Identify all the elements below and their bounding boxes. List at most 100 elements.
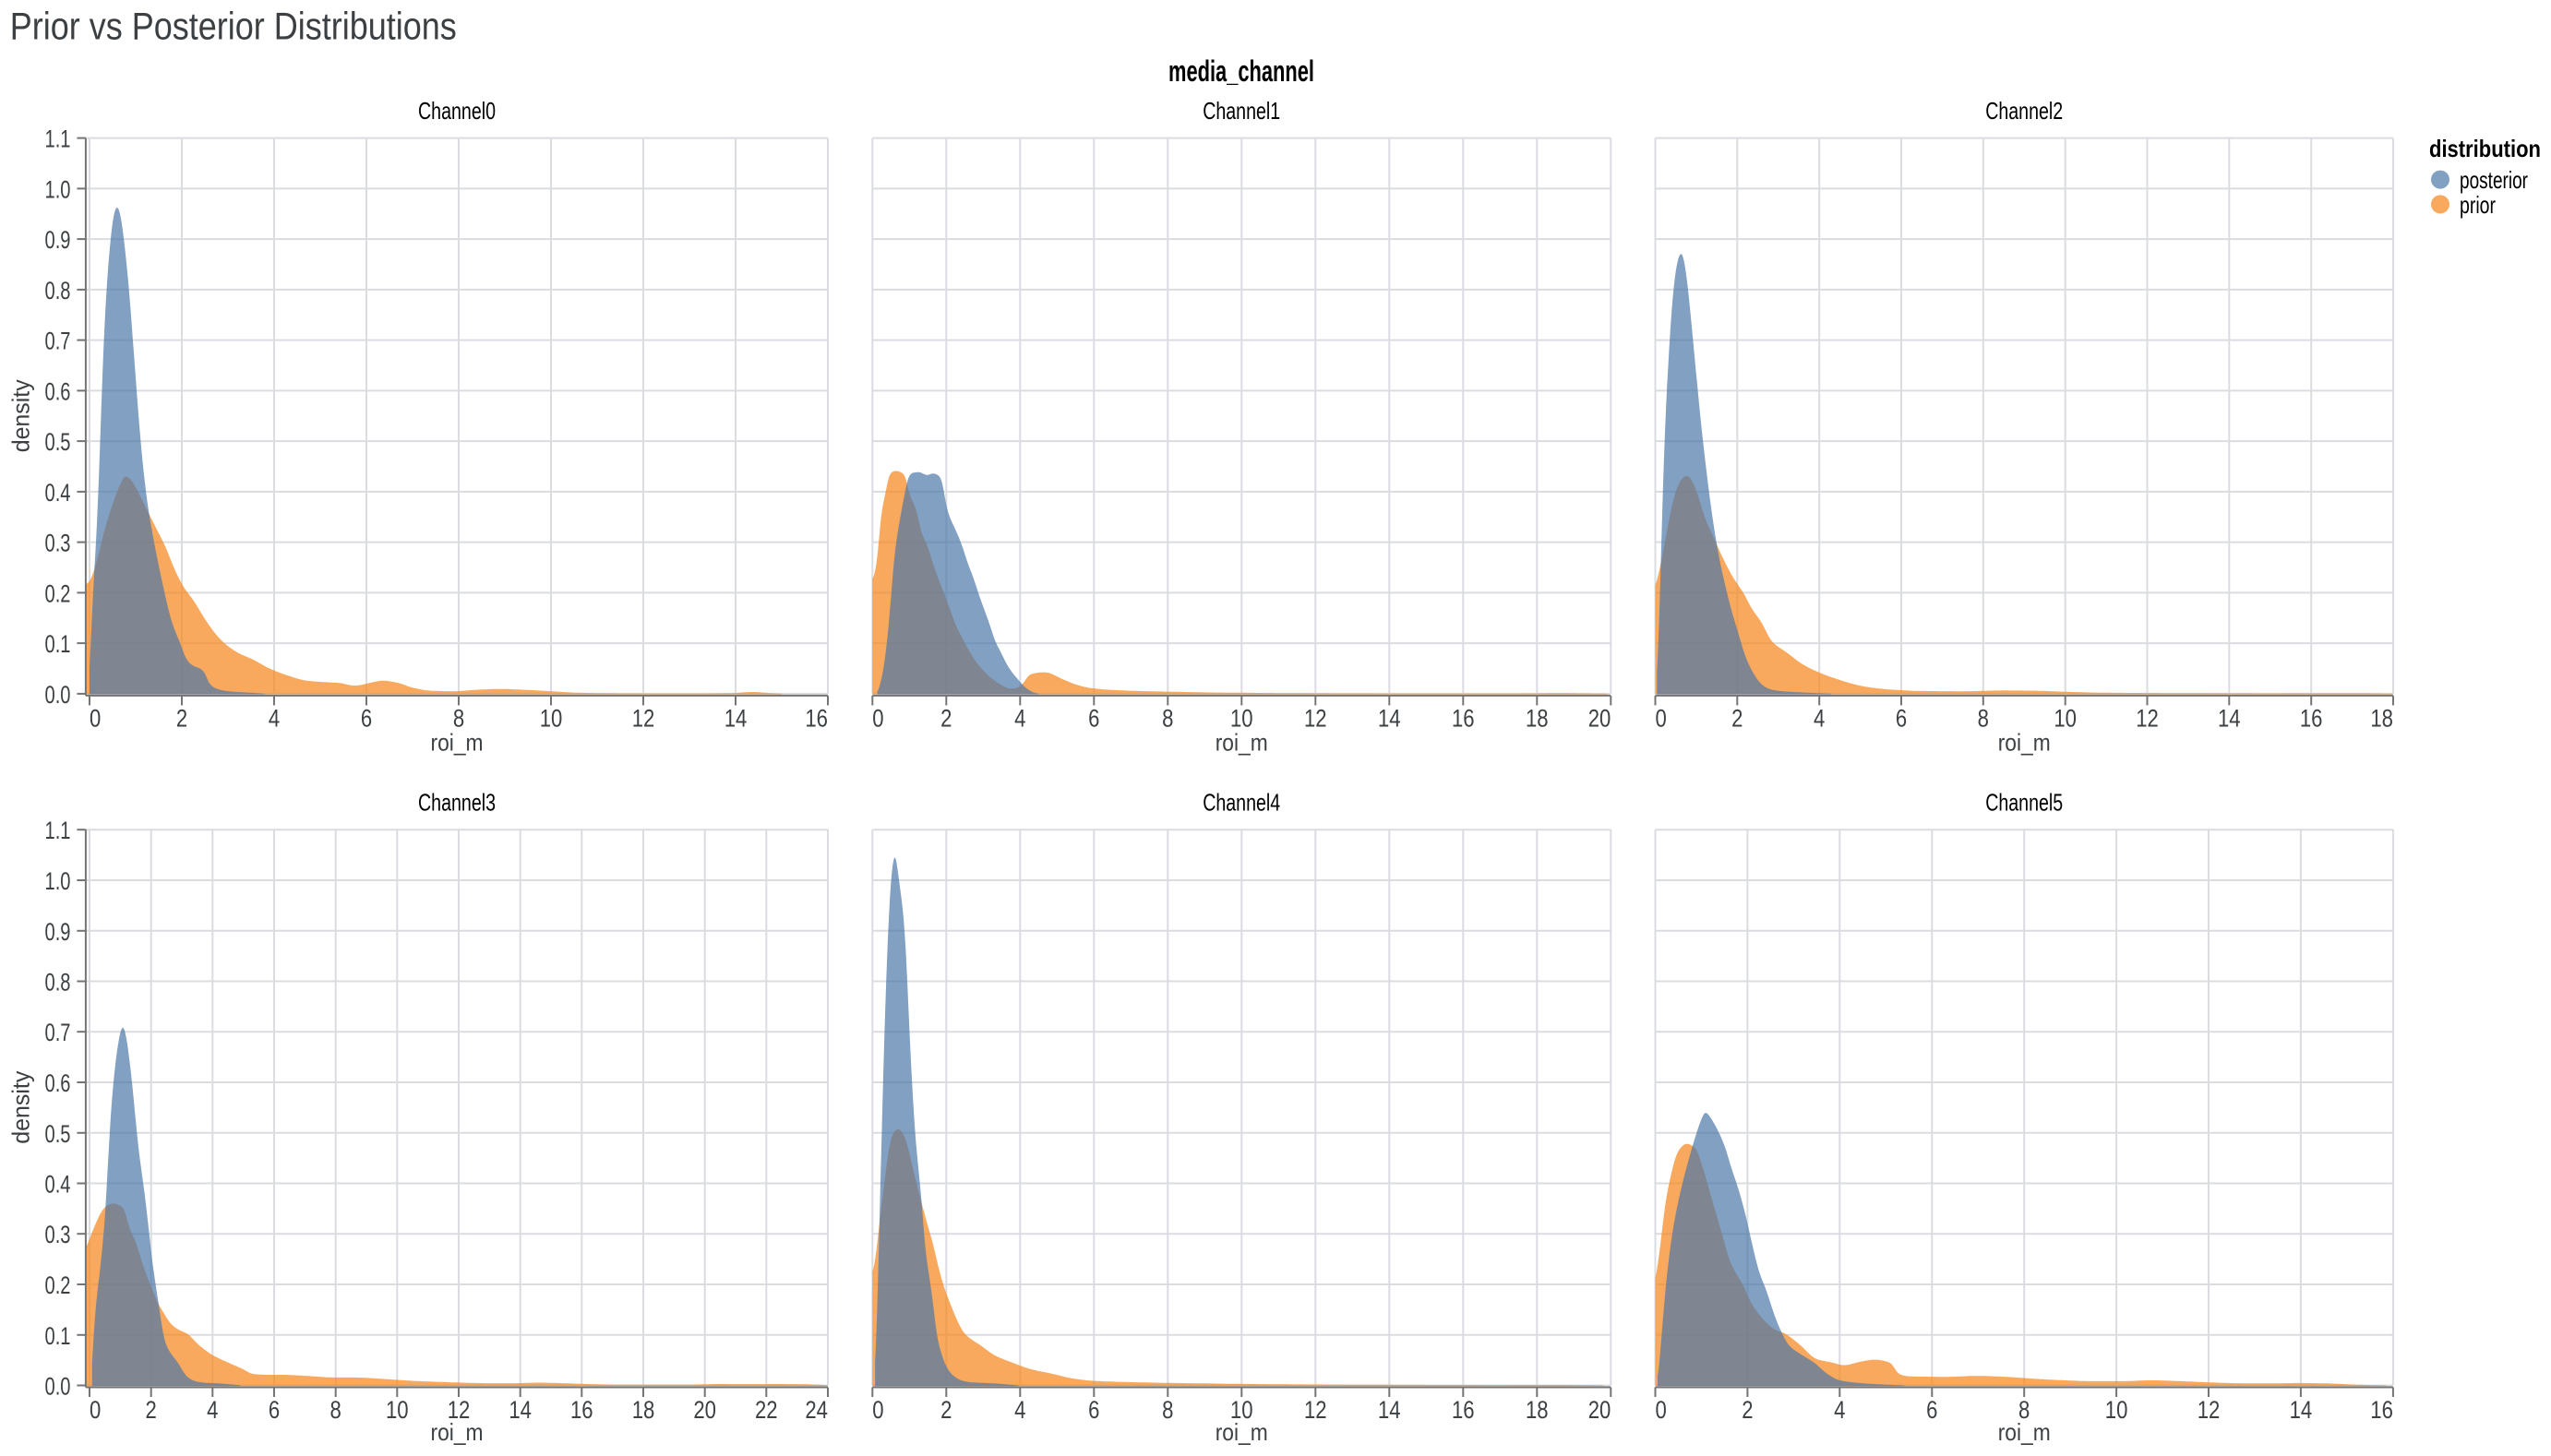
svg-text:0.5: 0.5 <box>45 428 71 456</box>
svg-text:8: 8 <box>330 1396 341 1424</box>
svg-text:0.8: 0.8 <box>45 277 71 304</box>
svg-text:2: 2 <box>1731 705 1743 733</box>
svg-text:16: 16 <box>1452 705 1475 733</box>
svg-text:4: 4 <box>1834 1396 1845 1424</box>
svg-text:roi_m: roi_m <box>1216 1418 1268 1446</box>
svg-text:0.1: 0.1 <box>45 630 71 658</box>
svg-text:8: 8 <box>453 705 464 733</box>
svg-text:10: 10 <box>386 1396 409 1424</box>
svg-text:16: 16 <box>2300 705 2323 733</box>
svg-text:6: 6 <box>361 705 372 733</box>
svg-text:0.6: 0.6 <box>45 377 71 405</box>
svg-text:0.2: 0.2 <box>45 579 71 607</box>
svg-text:14: 14 <box>725 705 748 733</box>
svg-text:12: 12 <box>1304 705 1327 733</box>
svg-text:roi_m: roi_m <box>431 729 484 757</box>
svg-text:roi_m: roi_m <box>1216 729 1268 757</box>
svg-text:10: 10 <box>540 705 563 733</box>
svg-text:2: 2 <box>940 1396 952 1424</box>
svg-text:Channel3: Channel3 <box>418 789 496 817</box>
svg-text:0: 0 <box>90 705 101 733</box>
svg-text:0.9: 0.9 <box>45 226 71 254</box>
svg-text:10: 10 <box>2105 1396 2128 1424</box>
svg-text:4: 4 <box>207 1396 218 1424</box>
svg-text:16: 16 <box>1452 1396 1475 1424</box>
svg-text:0.8: 0.8 <box>45 969 71 997</box>
svg-text:0.0: 0.0 <box>45 1373 71 1401</box>
svg-text:posterior: posterior <box>2460 166 2528 194</box>
svg-text:24: 24 <box>805 1396 828 1424</box>
svg-text:8: 8 <box>2018 1396 2030 1424</box>
svg-text:10: 10 <box>1230 705 1253 733</box>
svg-text:0.3: 0.3 <box>45 530 71 557</box>
svg-text:6: 6 <box>1926 1396 1937 1424</box>
svg-text:Prior vs Posterior Distributio: Prior vs Posterior Distributions <box>10 4 457 47</box>
svg-text:Channel4: Channel4 <box>1203 789 1280 817</box>
svg-text:12: 12 <box>1304 1396 1327 1424</box>
svg-text:prior: prior <box>2460 191 2496 219</box>
svg-text:4: 4 <box>269 705 280 733</box>
svg-text:18: 18 <box>2370 705 2393 733</box>
svg-text:14: 14 <box>509 1396 532 1424</box>
svg-text:0: 0 <box>90 1396 101 1424</box>
svg-text:Channel2: Channel2 <box>1985 97 2063 125</box>
svg-text:1.0: 1.0 <box>45 175 71 203</box>
svg-text:2: 2 <box>940 705 952 733</box>
svg-text:0.4: 0.4 <box>45 1171 71 1199</box>
svg-text:0.3: 0.3 <box>45 1221 71 1248</box>
svg-text:22: 22 <box>755 1396 778 1424</box>
svg-text:18: 18 <box>632 1396 655 1424</box>
svg-text:1.1: 1.1 <box>45 125 71 153</box>
svg-text:2: 2 <box>146 1396 157 1424</box>
svg-text:0.0: 0.0 <box>45 681 71 709</box>
svg-text:4: 4 <box>1014 705 1025 733</box>
svg-text:0.7: 0.7 <box>45 328 71 355</box>
svg-text:8: 8 <box>1978 705 1989 733</box>
svg-text:0.6: 0.6 <box>45 1069 71 1097</box>
svg-text:18: 18 <box>1526 705 1549 733</box>
svg-text:8: 8 <box>1162 1396 1173 1424</box>
svg-text:14: 14 <box>2290 1396 2313 1424</box>
svg-text:0.5: 0.5 <box>45 1120 71 1148</box>
svg-text:0.4: 0.4 <box>45 479 71 507</box>
svg-text:2: 2 <box>176 705 187 733</box>
svg-text:4: 4 <box>1814 705 1825 733</box>
svg-text:20: 20 <box>693 1396 716 1424</box>
svg-text:1.0: 1.0 <box>45 867 71 895</box>
svg-text:roi_m: roi_m <box>431 1418 484 1446</box>
svg-text:0.2: 0.2 <box>45 1271 71 1299</box>
svg-text:6: 6 <box>1088 705 1099 733</box>
svg-text:roi_m: roi_m <box>1998 729 2051 757</box>
svg-text:density: density <box>7 379 35 452</box>
svg-text:16: 16 <box>570 1396 593 1424</box>
svg-text:20: 20 <box>1588 1396 1611 1424</box>
svg-text:10: 10 <box>1230 1396 1253 1424</box>
svg-text:12: 12 <box>2136 705 2159 733</box>
svg-text:18: 18 <box>1526 1396 1549 1424</box>
svg-text:12: 12 <box>448 1396 471 1424</box>
svg-text:6: 6 <box>1088 1396 1099 1424</box>
svg-text:12: 12 <box>632 705 655 733</box>
svg-text:0.9: 0.9 <box>45 918 71 946</box>
svg-text:16: 16 <box>805 705 828 733</box>
svg-text:0: 0 <box>1656 705 1667 733</box>
svg-text:4: 4 <box>1014 1396 1025 1424</box>
svg-text:2: 2 <box>1742 1396 1753 1424</box>
svg-text:14: 14 <box>1378 705 1401 733</box>
svg-text:0: 0 <box>872 1396 883 1424</box>
svg-text:6: 6 <box>1896 705 1907 733</box>
svg-text:Channel0: Channel0 <box>418 97 496 125</box>
svg-text:roi_m: roi_m <box>1998 1418 2051 1446</box>
svg-text:14: 14 <box>1378 1396 1401 1424</box>
svg-text:12: 12 <box>2198 1396 2221 1424</box>
svg-text:20: 20 <box>1588 705 1611 733</box>
svg-text:Channel1: Channel1 <box>1203 97 1280 125</box>
svg-text:6: 6 <box>269 1396 280 1424</box>
svg-text:media_channel: media_channel <box>1168 54 1314 88</box>
svg-text:0.1: 0.1 <box>45 1322 71 1350</box>
svg-text:8: 8 <box>1162 705 1173 733</box>
svg-text:0.7: 0.7 <box>45 1019 71 1046</box>
svg-text:16: 16 <box>2370 1396 2393 1424</box>
svg-text:10: 10 <box>2054 705 2077 733</box>
svg-text:1.1: 1.1 <box>45 817 71 844</box>
